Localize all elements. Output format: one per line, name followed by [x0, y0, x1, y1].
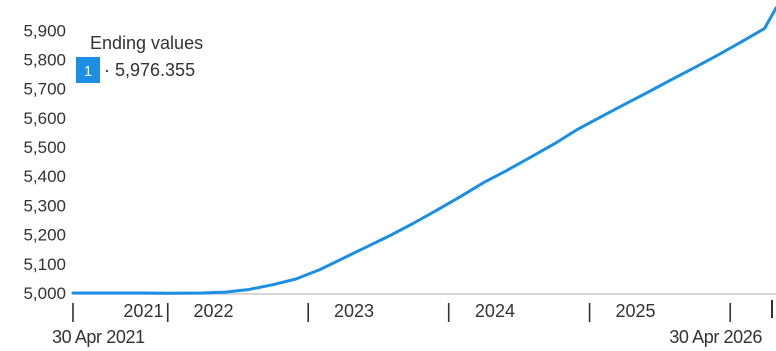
y-tick-label: 5,000	[23, 284, 66, 303]
x-tick-label: 2022	[193, 301, 233, 321]
y-tick-label: 5,300	[23, 196, 66, 215]
x-axis-separator: |	[306, 301, 311, 323]
y-tick-label: 5,700	[23, 80, 66, 99]
series-1-line	[71, 6, 776, 295]
y-axis-tick-labels: 5,000 5,100 5,200 5,300 5,400 5,500 5,600 5,700…	[23, 21, 66, 303]
x-tick-label: 2023	[334, 301, 374, 321]
legend: Ending values 1 · 5,976.355	[76, 33, 203, 83]
x-axis-separator: |	[70, 301, 75, 323]
y-tick-label: 5,100	[23, 255, 66, 274]
legend-series-1-badge	[76, 57, 100, 83]
y-tick-label: 5,200	[23, 226, 66, 245]
y-tick-label: 5,600	[23, 109, 66, 128]
x-axis-separators: | | | | | |	[70, 300, 773, 323]
y-tick-label: 5,900	[23, 21, 66, 40]
end-date-label: 30 Apr 2026	[669, 327, 762, 347]
y-tick-label: 5,400	[23, 167, 66, 186]
x-axis-separator: |	[165, 301, 170, 323]
x-tick-label: 2025	[615, 301, 655, 321]
x-axis-separator: |	[587, 301, 592, 323]
x-axis-separator: |	[728, 301, 733, 323]
start-date-label: 30 Apr 2021	[52, 327, 145, 347]
x-axis-year-labels: 2021 2022 2023 2024 2025	[123, 301, 655, 321]
x-tick-label: 2021	[123, 301, 163, 321]
legend-series-1-dot: ·	[104, 60, 110, 80]
x-axis-separator: |	[446, 301, 451, 323]
x-axis-end-marker	[771, 300, 773, 318]
x-tick-label: 2024	[475, 301, 515, 321]
legend-series-1-badge-number: 1	[84, 63, 92, 80]
legend-series-1-value: 5,976.355	[115, 60, 195, 80]
y-tick-label: 5,500	[23, 138, 66, 157]
y-tick-label: 5,800	[23, 50, 66, 69]
legend-title: Ending values	[90, 33, 203, 53]
